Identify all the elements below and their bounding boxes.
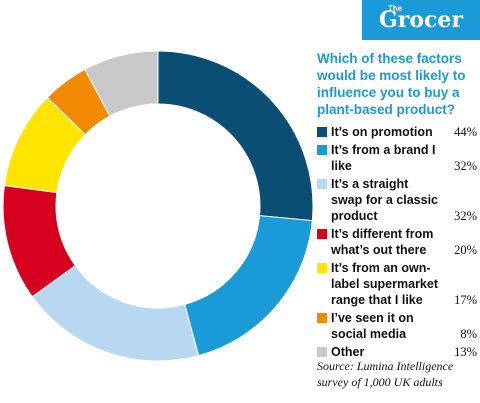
legend-label: It’s from an own-label supermarket range…: [331, 261, 438, 307]
legend-swatch: [317, 347, 327, 357]
legend-swatch: [317, 127, 327, 137]
legend-label: Other: [331, 345, 365, 359]
legend-value: 20%: [454, 243, 477, 257]
legend-swatch: [317, 145, 327, 155]
donut-slice-1: [157, 50, 314, 222]
legend-value: 32%: [454, 209, 477, 223]
legend-item-2: It’s from a brand I like 32%: [317, 142, 477, 174]
legend-item-1: It’s on promotion 44%: [317, 124, 477, 140]
legend-label: I’ve seen it on social media: [331, 311, 414, 341]
legend-value: 17%: [454, 293, 477, 307]
legend-label: It’s a straight swap for a classic produ…: [331, 177, 439, 223]
legend-swatch: [317, 263, 327, 273]
legend-item-5: It’s from an own-label supermarket range…: [317, 260, 477, 308]
legend-item-4: It’s different from what’s out there 20%: [317, 226, 477, 258]
donut-slice-7: [84, 50, 159, 117]
legend-item-7: Other 13%: [317, 344, 477, 360]
legend-item-3: It’s a straight swap for a classic produ…: [317, 176, 477, 224]
chart-source: Source: Lumina Intelligence survey of 1,…: [317, 359, 454, 389]
donut-slice-3: [31, 264, 200, 362]
legend-label: It’s different from what’s out there: [331, 227, 434, 257]
legend-value: 32%: [454, 159, 477, 173]
brand-logo: The Grocer: [362, 0, 480, 40]
chart-title: Which of these factors would be most lik…: [317, 51, 466, 117]
legend-label: It’s on promotion: [331, 125, 433, 139]
legend-value: 44%: [454, 125, 477, 139]
legend-swatch: [317, 313, 327, 323]
brand-logo-prefix: The: [388, 4, 403, 13]
legend-swatch: [317, 179, 327, 189]
donut-chart: [2, 50, 314, 362]
legend-item-6: I’ve seen it on social media 8%: [317, 310, 477, 342]
chart-legend: It’s on promotion 44% It’s from a brand I …: [317, 124, 477, 362]
legend-swatch: [317, 229, 327, 239]
legend-value: 13%: [454, 345, 477, 359]
brand-logo-name: Grocer: [378, 7, 464, 33]
legend-value: 8%: [460, 327, 477, 341]
donut-slice-2: [184, 215, 313, 357]
legend-label: It’s from a brand I like: [331, 143, 436, 173]
